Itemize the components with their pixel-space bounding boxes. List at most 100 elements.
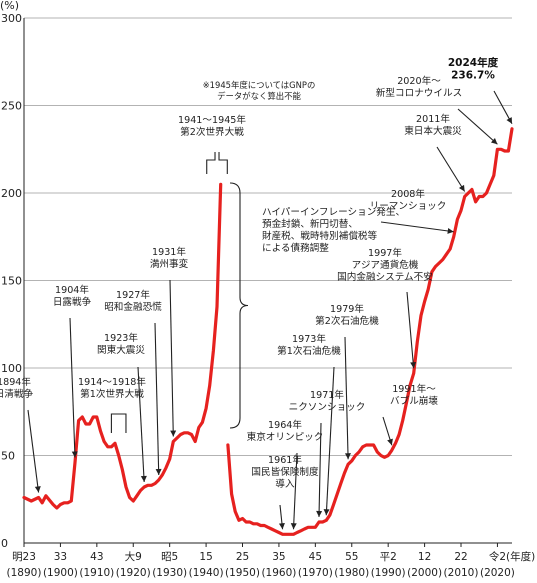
annotation-text: 1931年: [152, 246, 186, 258]
annotation-arrowhead: [170, 430, 177, 437]
annotation-text: ニクソンショック: [289, 402, 366, 413]
annotation-text: 1941〜1945年: [178, 114, 246, 126]
series-layer: [22, 127, 514, 536]
annotation-text: 1979年: [330, 303, 364, 315]
y-tick-label: 0: [1, 537, 8, 550]
y-tick-label: 50: [1, 450, 15, 463]
annotation-text: 第2次世界大戦: [180, 126, 244, 138]
x-tick-year-label: (1900): [43, 567, 78, 579]
annotation-text: 第1次世界大戦: [80, 388, 144, 400]
x-axis-unit-label: (年度): [506, 550, 535, 563]
annotation-arrow: [137, 366, 145, 483]
x-tick-year-label: (1990): [371, 567, 406, 579]
annotation-text: 1991年〜: [392, 383, 436, 395]
annotation-text: 国民皆保険制度: [251, 466, 319, 478]
annotation-layer: 1894年日清戦争1904年日露戦争1914〜1918年第1次世界大戦1923年…: [0, 56, 513, 530]
x-tick-year-label: (1930): [152, 567, 187, 579]
annotation-text: 国内金融システム不安: [337, 271, 433, 283]
annotation-arrow: [325, 366, 335, 516]
x-tick-era-label: 明23: [12, 551, 36, 563]
annotation-range-bracket: [110, 413, 127, 433]
annotation-a2020: 2020年〜新型コロナウイルス: [376, 75, 498, 145]
annotation-arrow: [493, 90, 513, 125]
annotation-arrowhead: [458, 184, 465, 192]
annotation-text: 関東大震災: [97, 344, 145, 356]
annotation-text: 東日本大震災: [404, 125, 462, 137]
annotation-text: 昭和金融恐慌: [104, 301, 162, 313]
annotation-text: 236.7%: [451, 70, 495, 82]
annotation-text: 2008年: [391, 188, 425, 200]
annotation-arrowhead: [155, 468, 162, 475]
annotation-text: 預金封鎖、新円切替、: [262, 218, 358, 230]
annotation-brace: [229, 182, 249, 429]
annotation-text: 1961年: [268, 454, 302, 466]
grid-layer: 0 50 100 150 200 250 300: [1, 12, 512, 550]
annotation-arrowhead: [140, 475, 147, 482]
annotation-arrowhead: [323, 509, 330, 516]
axis-layer: 明23 (1890) 33 (1900) 43 (1910) 大9 (1920) 昭5 (1930…: [7, 18, 515, 579]
annotation-text: 財産税、戦時特別補償税等: [262, 230, 378, 242]
annotation-text: リーマンショック: [370, 201, 447, 212]
annotation-text: 2011年: [416, 113, 450, 125]
x-tick-era-label: 45: [309, 551, 322, 563]
y-tick-label: 300: [1, 12, 22, 25]
x-tick-year-label: (2010): [444, 567, 479, 579]
annotation-arrow: [344, 336, 349, 460]
annotation-arrowhead: [344, 453, 351, 460]
annotation-text: 導入: [275, 478, 295, 490]
x-tick-year-label: (2020): [480, 567, 515, 579]
annotation-text: バブル崩壊: [390, 395, 438, 407]
series-line-segment-1: [22, 182, 223, 510]
annotation-text: 日露戦争: [53, 296, 92, 308]
annotation-arrowhead: [316, 510, 323, 517]
x-tick-era-label: 25: [236, 551, 249, 563]
annotation-text: 1997年: [368, 247, 402, 259]
x-tick-year-label: (1890): [7, 567, 42, 579]
x-tick-era-label: 平2: [380, 551, 397, 563]
y-tick-label: 200: [1, 187, 22, 200]
annotation-text: 1973年: [292, 333, 326, 345]
annotation-text: 2020年〜: [397, 75, 441, 87]
annotation-text: 1971年: [310, 389, 344, 401]
y-tick-label: 100: [1, 362, 22, 375]
annotation-text: 第1次石油危機: [277, 345, 341, 357]
annotation-range-bracket: [206, 152, 228, 174]
y-tick-label: 250: [1, 100, 22, 113]
annotation-arrowhead: [410, 362, 417, 369]
x-tick-year-label: (1940): [189, 567, 224, 579]
annotation-ahyper: ハイパーインフレーション発生、預金封鎖、新円切替、財産税、戦時特別補償税等による…: [229, 182, 405, 429]
x-tick-era-label: 55: [345, 551, 358, 563]
x-tick-era-label: 35: [272, 551, 285, 563]
annotation-arrow: [169, 279, 174, 437]
x-tick-year-label: (1970): [298, 567, 333, 579]
x-tick-era-label: 43: [90, 551, 103, 563]
annotation-text: 第2次石油危機: [315, 315, 379, 327]
x-tick-year-label: (1920): [116, 567, 151, 579]
y-tick-label: 150: [1, 275, 22, 288]
annotation-arrow: [27, 409, 40, 493]
annotation-arrowhead: [34, 486, 41, 493]
annotation-arrowhead: [278, 522, 285, 530]
x-tick-era-label: 15: [199, 551, 212, 563]
annotation-arrowhead: [447, 227, 454, 234]
annotation-text: 日清戦争: [0, 388, 34, 400]
annotation-a1991: 1991年〜バブル崩壊: [382, 383, 438, 446]
annotation-text: 2024年度: [448, 56, 499, 69]
annotation-text: 1923年: [104, 332, 138, 344]
annotation-text: 東京オリンピック: [247, 431, 324, 443]
annotation-text: データがなく算出不能: [217, 91, 301, 101]
annotation-text: アジア通貨危機: [352, 259, 419, 271]
annotation-arrowhead: [71, 451, 78, 458]
